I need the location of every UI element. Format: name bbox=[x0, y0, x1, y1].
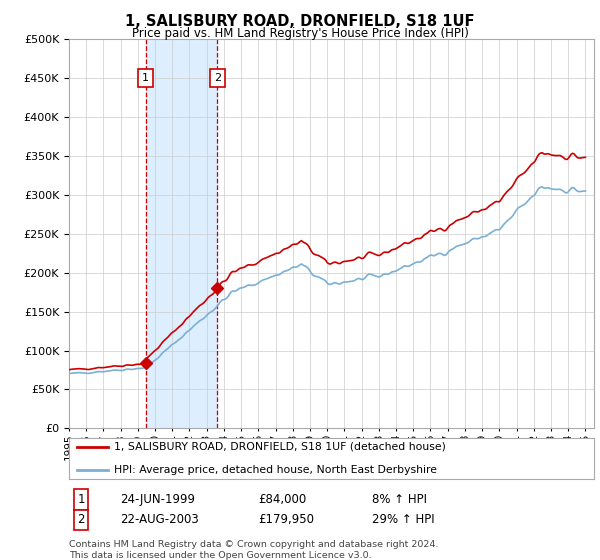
Text: 1: 1 bbox=[77, 493, 85, 506]
Text: 29% ↑ HPI: 29% ↑ HPI bbox=[372, 513, 434, 526]
Text: Contains HM Land Registry data © Crown copyright and database right 2024.
This d: Contains HM Land Registry data © Crown c… bbox=[69, 540, 439, 560]
Text: 8% ↑ HPI: 8% ↑ HPI bbox=[372, 493, 427, 506]
Bar bbox=[146, 39, 217, 428]
Text: 1, SALISBURY ROAD, DRONFIELD, S18 1UF (detached house): 1, SALISBURY ROAD, DRONFIELD, S18 1UF (d… bbox=[113, 442, 445, 452]
Text: £84,000: £84,000 bbox=[258, 493, 306, 506]
Text: £179,950: £179,950 bbox=[258, 513, 314, 526]
Text: HPI: Average price, detached house, North East Derbyshire: HPI: Average price, detached house, Nort… bbox=[113, 465, 437, 475]
Text: 22-AUG-2003: 22-AUG-2003 bbox=[120, 513, 199, 526]
Text: 1, SALISBURY ROAD, DRONFIELD, S18 1UF: 1, SALISBURY ROAD, DRONFIELD, S18 1UF bbox=[125, 14, 475, 29]
Text: 2: 2 bbox=[77, 513, 85, 526]
Text: Price paid vs. HM Land Registry's House Price Index (HPI): Price paid vs. HM Land Registry's House … bbox=[131, 27, 469, 40]
Text: 1: 1 bbox=[142, 73, 149, 83]
Text: 2: 2 bbox=[214, 73, 221, 83]
Text: 24-JUN-1999: 24-JUN-1999 bbox=[120, 493, 195, 506]
